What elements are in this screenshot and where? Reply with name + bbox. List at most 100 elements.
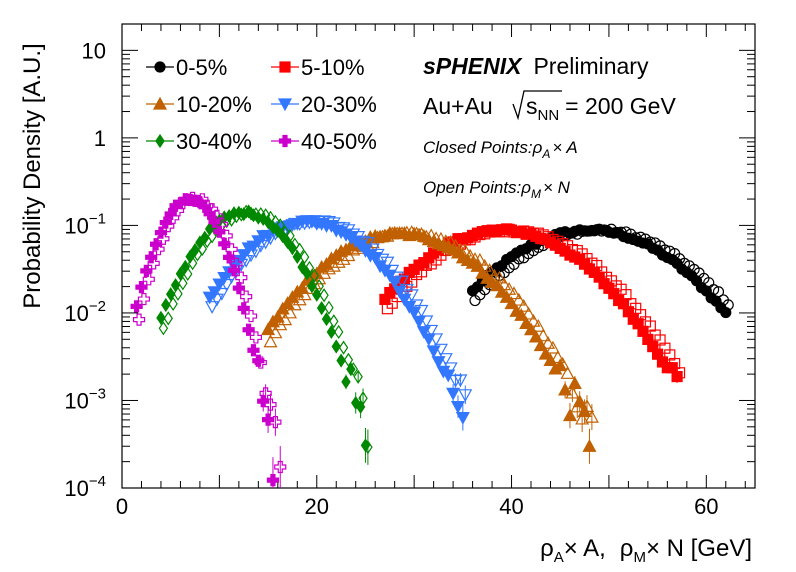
- x-tick-label: 40: [499, 494, 523, 519]
- data-point-open: [360, 237, 375, 251]
- data-point-open: [380, 228, 395, 242]
- data-point-open: [438, 353, 453, 366]
- legend-marker: [277, 98, 293, 112]
- data-point-open: [545, 340, 560, 354]
- data-point-open: [258, 236, 273, 250]
- data-point-open: [254, 356, 267, 369]
- legend-label: 10-20%: [176, 92, 252, 117]
- data-point-open: [207, 229, 217, 244]
- data-point-closed: [446, 387, 461, 401]
- data-point-open: [137, 292, 151, 306]
- data-point-open: [526, 313, 541, 327]
- data-point-open: [550, 350, 565, 364]
- data-point-open: [497, 277, 512, 291]
- data-point-open: [231, 209, 242, 224]
- data-point-open: [210, 209, 224, 222]
- axis-tick-labels: 0 20 40 60 10 1 10−1 10−2 10−3 10−4: [64, 38, 718, 519]
- legend-marker: [279, 61, 291, 73]
- data-point-closed: [316, 301, 327, 316]
- data-point-open: [555, 356, 570, 370]
- data-point-open: [502, 281, 517, 295]
- data-point-open: [304, 260, 315, 275]
- data-point-open: [263, 334, 278, 348]
- data-point-open: [448, 238, 463, 252]
- legend-item: 5-10%: [271, 55, 365, 80]
- collision-system-label: Au+Au: [423, 93, 493, 119]
- data-point-closed: [426, 345, 441, 359]
- legend-item: 10-20%: [146, 92, 252, 117]
- data-point-open: [240, 290, 253, 303]
- data-point-open: [353, 369, 363, 384]
- data-point-open: [248, 245, 263, 259]
- data-point-closed: [336, 353, 346, 368]
- series-10-20%: [261, 224, 599, 464]
- data-point-open: [394, 226, 409, 239]
- data-point-open: [275, 218, 285, 233]
- data-point-open: [226, 212, 237, 227]
- data-point-closed: [302, 266, 312, 281]
- data-point-open: [317, 215, 332, 229]
- data-point-open: [307, 215, 322, 228]
- data-point-open: [239, 254, 254, 268]
- data-point-open: [336, 222, 351, 236]
- data-point-closed: [135, 281, 148, 294]
- data-point-open: [516, 298, 531, 312]
- data-point-open: [163, 311, 173, 326]
- data-point-open: [346, 228, 361, 242]
- data-point-open: [235, 271, 248, 284]
- x-tick-label: 20: [305, 494, 329, 519]
- data-point-open: [419, 315, 434, 329]
- data-point-closed: [489, 278, 504, 292]
- data-point-open: [274, 460, 287, 474]
- data-point-open: [404, 289, 419, 303]
- data-point-open: [511, 292, 526, 306]
- data-point-open: [280, 225, 290, 240]
- legend-item: 0-5%: [146, 55, 227, 80]
- legend-item: 20-30%: [271, 92, 377, 117]
- data-point-open: [351, 231, 366, 244]
- data-point-open: [147, 257, 160, 270]
- data-point-open: [463, 248, 478, 262]
- data-point-open: [477, 258, 492, 272]
- legend-marker: [278, 134, 292, 148]
- data-point-open: [565, 385, 580, 399]
- data-point-closed: [326, 324, 337, 340]
- data-point-closed: [154, 226, 168, 239]
- data-point-open: [292, 218, 307, 232]
- data-point-open: [249, 331, 263, 344]
- data-point-open: [196, 193, 209, 206]
- data-point-open: [570, 399, 585, 413]
- data-point-open: [634, 231, 647, 243]
- data-point-open: [326, 217, 341, 231]
- data-point-open: [234, 258, 249, 272]
- data-point-open: [265, 210, 276, 225]
- data-point-open: [299, 249, 310, 265]
- data-point-open: [458, 243, 473, 257]
- data-point-open: [321, 261, 336, 275]
- data-point-closed: [341, 374, 351, 389]
- data-point-open: [205, 301, 220, 314]
- legend-marker: [152, 96, 168, 110]
- data-point-open: [584, 409, 599, 423]
- data-point-closed: [161, 297, 171, 313]
- data-point-open: [214, 287, 229, 301]
- data-point-open: [191, 194, 204, 208]
- data-point-open: [482, 263, 497, 276]
- data-point-open: [438, 234, 453, 248]
- data-point-closed: [185, 249, 195, 264]
- data-point-open: [644, 236, 656, 248]
- data-point-open: [230, 257, 243, 270]
- legend-marker: [154, 61, 166, 73]
- data-point-open: [336, 252, 351, 265]
- data-point-open: [453, 242, 468, 256]
- y-tick-label: 1: [94, 126, 106, 151]
- data-point-closed: [247, 344, 260, 357]
- data-point-closed: [671, 370, 683, 383]
- data-point-open: [282, 305, 297, 319]
- data-point-closed: [287, 241, 298, 256]
- legend-item: 30-40%: [146, 129, 252, 154]
- legend-label: 5-10%: [301, 55, 365, 80]
- plot-frame: [121, 23, 756, 489]
